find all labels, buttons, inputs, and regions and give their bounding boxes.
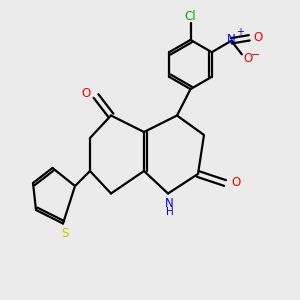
Text: +: + [236, 27, 244, 38]
Text: H: H [166, 207, 173, 217]
Text: Cl: Cl [185, 10, 196, 23]
Text: N: N [227, 33, 236, 46]
Text: O: O [243, 52, 252, 65]
Text: −: − [250, 50, 260, 60]
Text: O: O [231, 176, 240, 190]
Text: O: O [81, 86, 90, 100]
Text: N: N [165, 196, 174, 210]
Text: S: S [61, 226, 68, 240]
Text: O: O [253, 31, 262, 44]
